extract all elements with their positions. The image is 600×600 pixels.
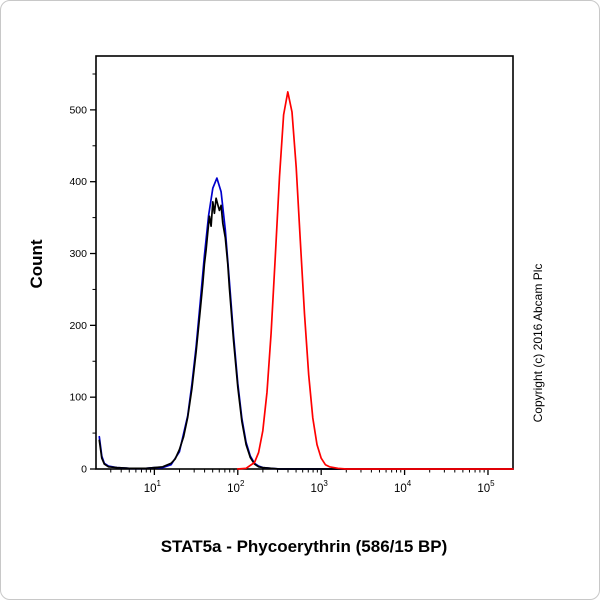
x-axis-ticks: 101 102 103 104 105	[110, 469, 495, 495]
x-axis-title: STAT5a - Phycoerythrin (586/15 BP)	[160, 537, 448, 556]
x-tick-label: 102	[227, 479, 245, 495]
x-tick-label: 103	[311, 479, 329, 495]
y-axis-title: Count	[27, 239, 46, 289]
x-tick-label: 105	[477, 479, 495, 495]
y-tick-label: 200	[69, 320, 87, 332]
y-tick-label: 400	[69, 176, 87, 188]
x-tick-label: 104	[394, 479, 412, 495]
x-tick-label: 101	[144, 479, 162, 495]
plot-border	[95, 55, 514, 470]
series-red-curve	[236, 91, 514, 470]
y-tick-label: 0	[81, 464, 87, 476]
y-tick-label: 300	[69, 248, 87, 260]
y-axis-ticks: 0 100 200 300 400 500	[69, 73, 96, 476]
series-blue-curve	[98, 177, 514, 470]
copyright-watermark: Copyright (c) 2016 Abcam Plc	[531, 263, 545, 423]
y-tick-label: 100	[69, 392, 87, 404]
y-tick-label: 500	[69, 104, 87, 116]
series-black-curve	[98, 197, 514, 470]
